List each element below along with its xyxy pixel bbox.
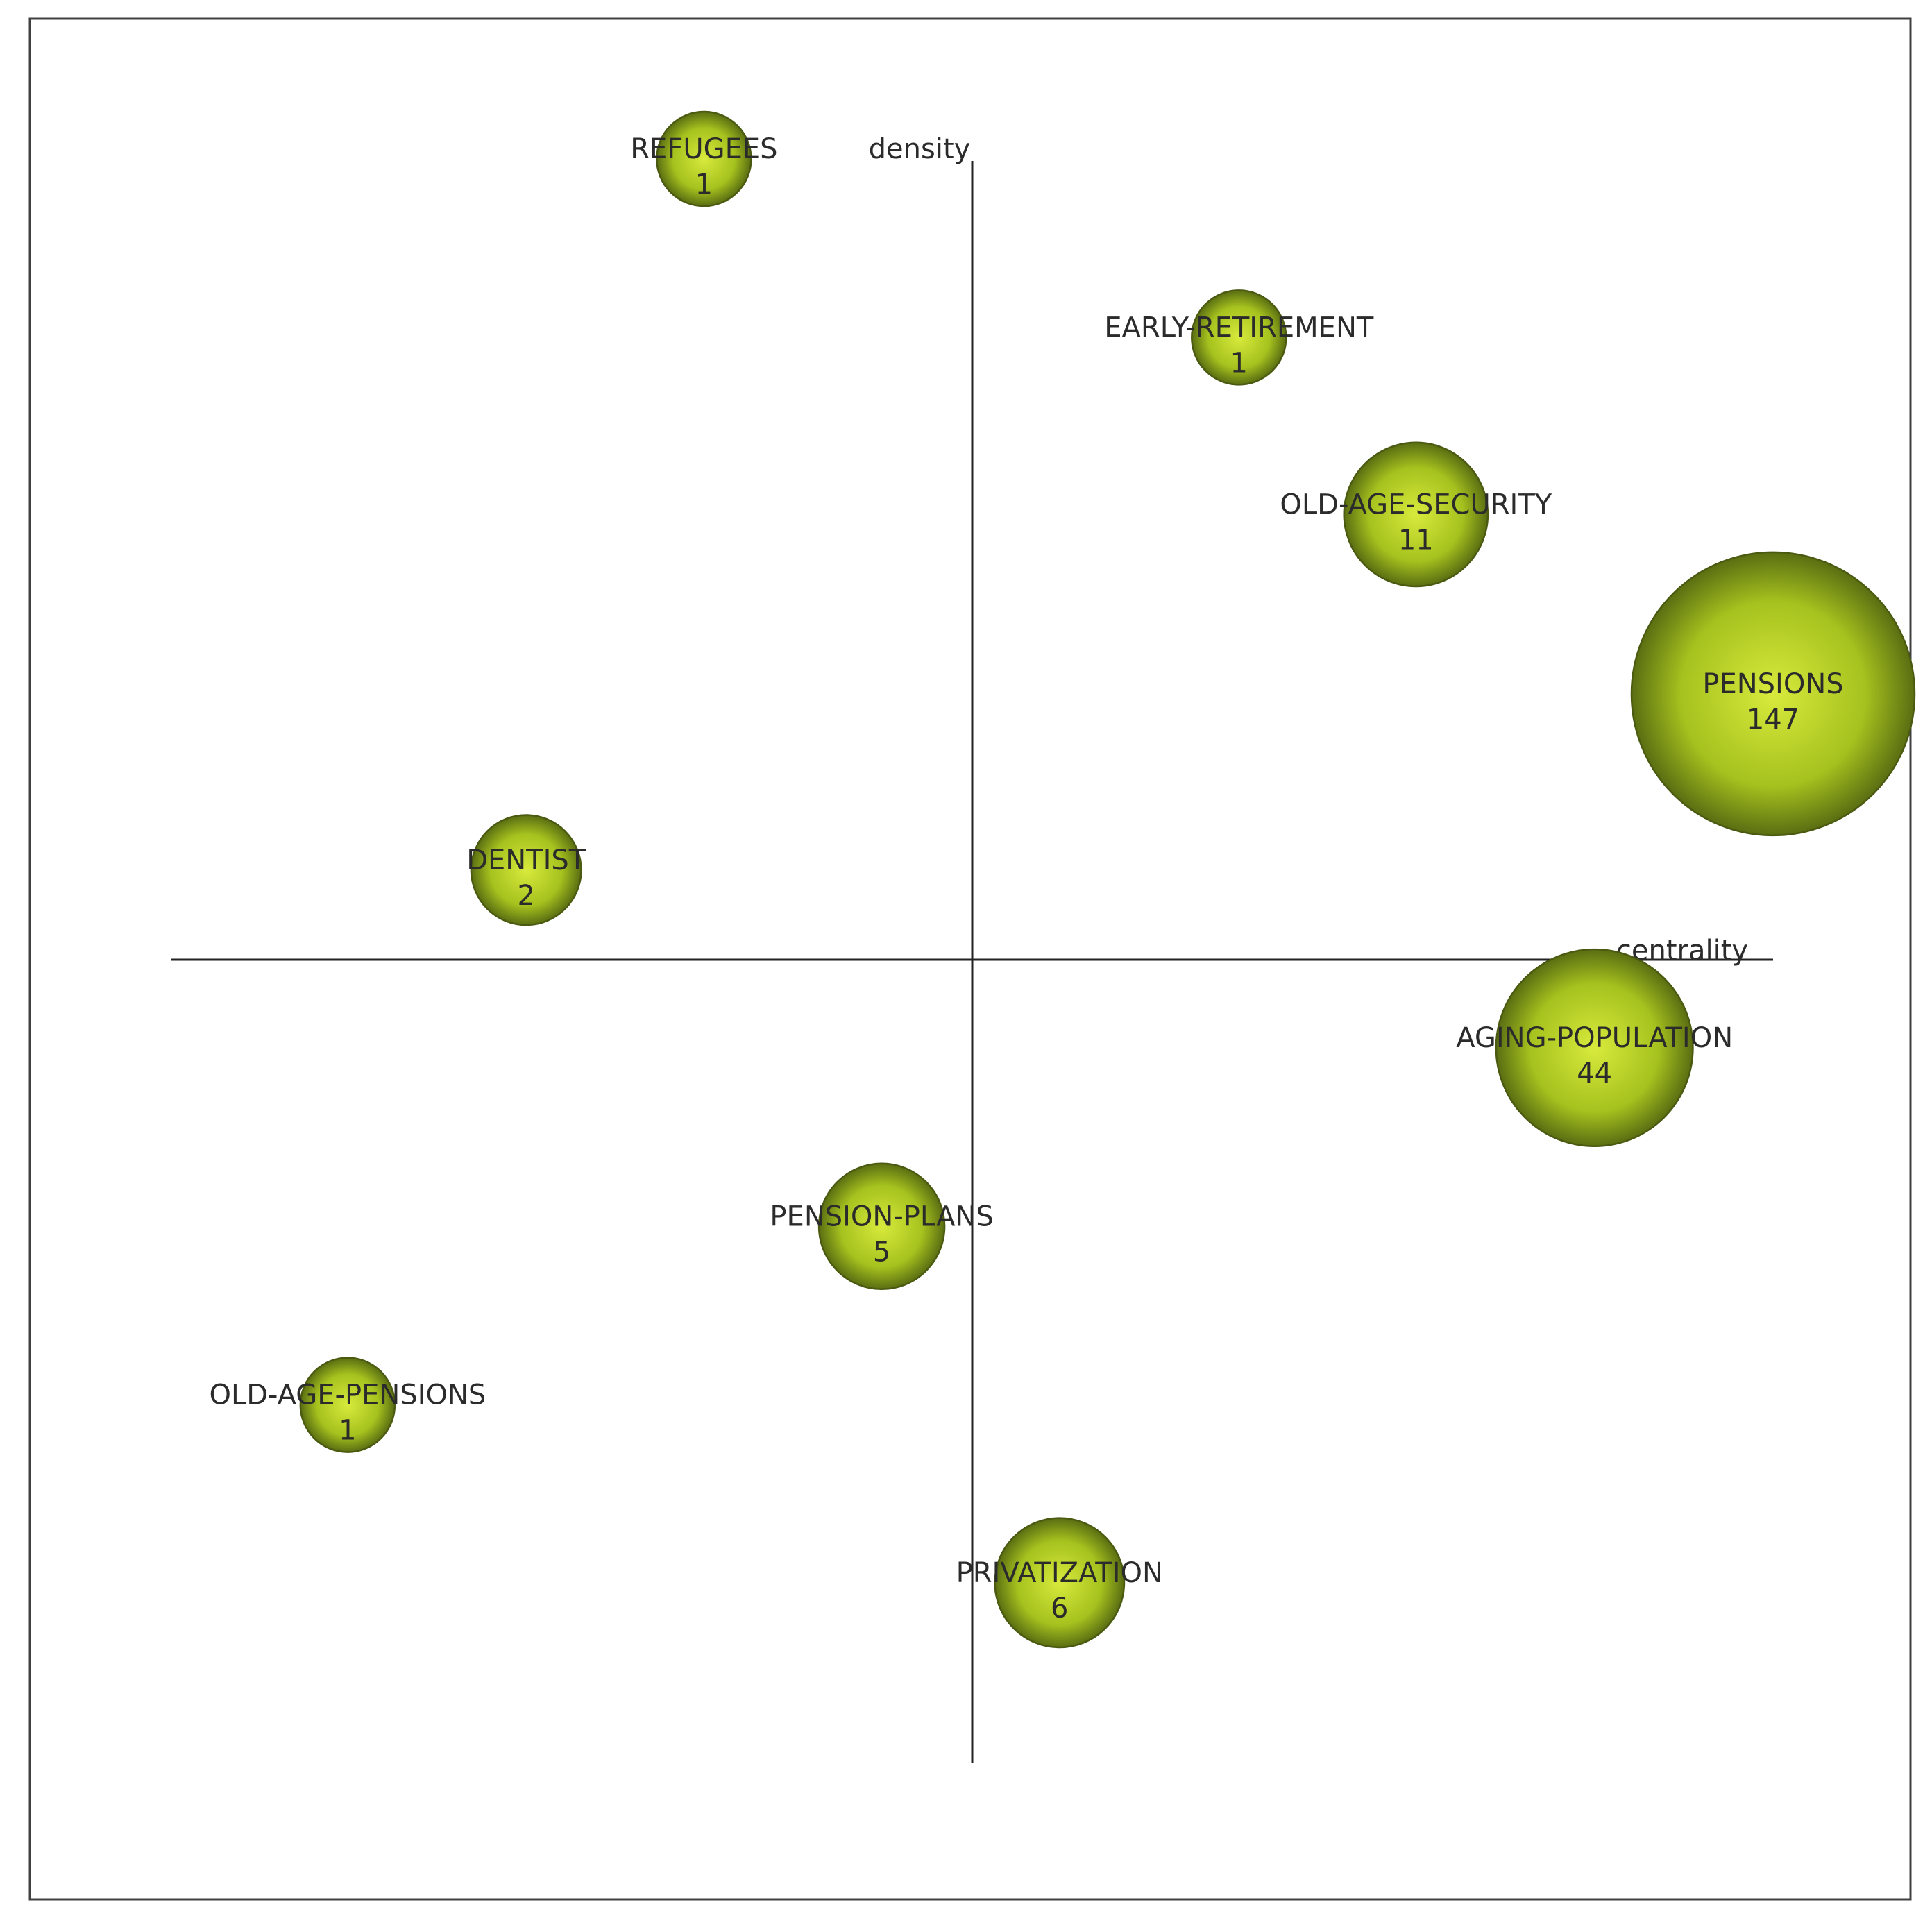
bubble-count: 44 xyxy=(1577,1058,1612,1089)
bubble-circle xyxy=(470,814,582,926)
bubble-label: DENTIST xyxy=(466,845,586,876)
bubble-label: AGING-POPULATION xyxy=(1456,1022,1733,1054)
bubble-early-retirement: EARLY-RETIREMENT 1 xyxy=(1104,289,1374,386)
bubble-label: PRIVATIZATION xyxy=(956,1557,1163,1589)
bubble-label: OLD-AGE-PENSIONS xyxy=(209,1380,486,1411)
bubble-label: REFUGEES xyxy=(630,133,777,165)
bubble-pension-plans: PENSION-PLANS 5 xyxy=(770,1162,994,1291)
bubble-count: 1 xyxy=(339,1415,356,1447)
y-axis-label: density xyxy=(869,133,971,165)
bubble-pensions: PENSIONS 147 xyxy=(1630,551,1916,837)
bubble-count: 11 xyxy=(1398,524,1434,556)
bubble-circle xyxy=(656,110,752,207)
bubble-count: 5 xyxy=(873,1236,890,1268)
bubble-count: 147 xyxy=(1747,704,1799,736)
bubble-aging-population: AGING-POPULATION 44 xyxy=(1456,948,1733,1147)
bubble-label: PENSION-PLANS xyxy=(770,1200,993,1232)
bubble-count: 1 xyxy=(1230,347,1248,379)
bubble-label: PENSIONS xyxy=(1702,668,1843,700)
bubble-old-age-security: OLD-AGE-SECURITY 11 xyxy=(1280,441,1552,588)
bubbles-layer: REFUGEES 1 EARLY-RETIREMENT 1 OLD-AGE-SECURI… xyxy=(209,110,1916,1649)
bubble-circle xyxy=(994,1517,1126,1649)
bubble-count: 6 xyxy=(1051,1593,1068,1624)
bubble-label: OLD-AGE-SECURITY xyxy=(1280,489,1552,520)
bubble-count: 1 xyxy=(695,169,713,201)
bubble-circle xyxy=(1191,289,1287,386)
bubble-circle xyxy=(817,1162,946,1291)
bubble-count: 2 xyxy=(517,880,534,912)
bubble-label: EARLY-RETIREMENT xyxy=(1104,312,1374,343)
bubble-old-age-pensions: OLD-AGE-PENSIONS 1 xyxy=(209,1357,486,1453)
bubble-refugees: REFUGEES 1 xyxy=(630,110,778,207)
bubble-circle xyxy=(1630,551,1916,837)
bubble-circle xyxy=(1343,441,1489,588)
bubble-privatization: PRIVATIZATION 6 xyxy=(956,1517,1163,1649)
bubble-circle xyxy=(1495,948,1694,1147)
bubble-circle xyxy=(299,1357,396,1453)
bubble-dentist: DENTIST 2 xyxy=(466,814,586,926)
